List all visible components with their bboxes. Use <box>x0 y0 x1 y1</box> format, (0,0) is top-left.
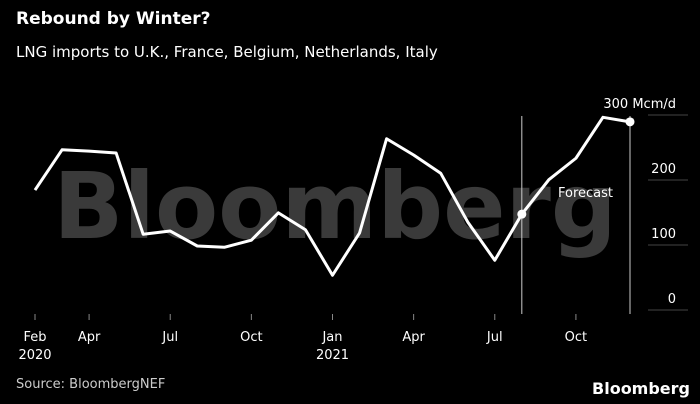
annotation: Forecast <box>558 186 613 201</box>
x-tick-label: Apr <box>402 330 425 345</box>
y-tick-label: 200 <box>651 162 676 177</box>
x-tick-label: Jan <box>321 330 342 345</box>
x-year-label: 2020 <box>18 348 51 363</box>
x-tick-label: Apr <box>78 330 101 345</box>
y-tick-label: 100 <box>651 227 676 242</box>
x-tick-label: Oct <box>240 330 262 345</box>
point <box>625 117 635 127</box>
x-tick-label: Jul <box>486 330 503 345</box>
line <box>33 115 631 277</box>
source: Source: BloombergNEF <box>16 377 165 392</box>
x-tick-label: Jul <box>161 330 178 345</box>
y-tick-label: 300 Mcm/d <box>603 97 676 112</box>
x-tick-label: Feb <box>23 330 46 345</box>
chart-title: Rebound by Winter? <box>16 9 211 29</box>
point <box>517 209 527 219</box>
chart-subtitle: LNG imports to U.K., France, Belgium, Ne… <box>16 43 438 61</box>
x-year-label: 2021 <box>316 348 349 363</box>
brand: Bloomberg <box>592 379 690 398</box>
watermark: Bloomberg <box>53 153 616 260</box>
x-tick-label: Oct <box>565 330 587 345</box>
y-tick-label: 0 <box>668 292 676 307</box>
